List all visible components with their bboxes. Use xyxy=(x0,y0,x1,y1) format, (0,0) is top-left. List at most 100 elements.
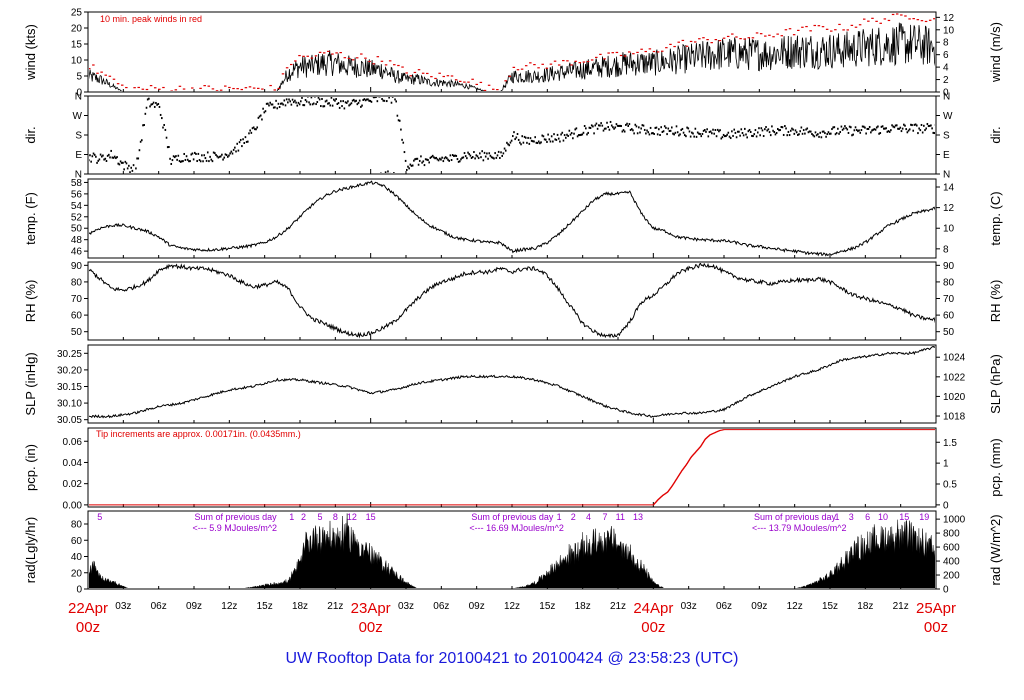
dir-point xyxy=(103,158,105,161)
dir-point xyxy=(682,131,685,134)
dir-point xyxy=(630,128,633,131)
dir-point xyxy=(259,114,262,117)
dir-point xyxy=(162,126,164,129)
dir-point xyxy=(314,97,316,98)
dir-point xyxy=(263,111,266,114)
dir-point xyxy=(804,132,806,135)
right-tick-label: 10 xyxy=(943,25,955,36)
dir-point xyxy=(176,158,178,161)
x-tick-label: 15z xyxy=(257,601,273,612)
dir-point xyxy=(353,98,355,101)
dir-point xyxy=(397,119,400,122)
dir-point xyxy=(521,135,524,138)
dir-point xyxy=(104,157,107,160)
dir-point xyxy=(834,133,837,136)
left-tick-label: 60 xyxy=(71,311,83,322)
left-tick-label: 70 xyxy=(71,294,83,305)
left-tick-label: 56 xyxy=(71,189,83,200)
dir-point xyxy=(289,100,291,103)
dir-point xyxy=(216,155,218,158)
dir-point xyxy=(636,132,639,135)
daily-sum-value: <--- 13.79 MJoules/m^2 xyxy=(752,523,847,533)
dir-point xyxy=(342,100,344,103)
dir-point xyxy=(693,135,695,138)
dir-point xyxy=(921,131,924,134)
x-tick-label: 21z xyxy=(327,601,343,612)
dir-point xyxy=(309,103,312,106)
dir-point xyxy=(486,152,488,155)
ylabel-left: wind (kts) xyxy=(23,24,38,81)
dir-point xyxy=(838,132,840,135)
dir-point xyxy=(125,162,128,165)
dir-point xyxy=(726,133,728,136)
x-tick-label: 21z xyxy=(610,601,626,612)
dir-point xyxy=(634,123,637,126)
dir-point xyxy=(706,128,708,131)
right-tick-label: N xyxy=(943,92,950,103)
dir-point xyxy=(408,167,410,170)
x-tick-label: 06z xyxy=(716,601,732,612)
dir-point xyxy=(875,126,878,129)
dir-point xyxy=(548,138,551,141)
dir-point xyxy=(728,135,731,138)
dir-point xyxy=(773,131,776,134)
dir-point xyxy=(305,100,308,103)
dir-point xyxy=(618,124,620,127)
dir-point xyxy=(837,127,839,130)
dir-point xyxy=(302,104,304,107)
dir-point xyxy=(626,122,628,125)
dir-point xyxy=(350,102,353,105)
dir-point xyxy=(853,129,856,132)
dir-point xyxy=(791,127,793,130)
right-tick-label: 1.5 xyxy=(943,438,957,449)
dir-point xyxy=(905,128,907,131)
dir-point xyxy=(499,156,501,159)
dir-point xyxy=(146,98,149,101)
dir-point xyxy=(906,131,909,134)
dir-point xyxy=(759,134,761,137)
dir-point xyxy=(729,137,732,140)
left-tick-label: 90 xyxy=(71,261,83,272)
dir-point xyxy=(217,156,220,159)
rad-hour-label: 1 xyxy=(289,512,294,522)
left-tick-label: N xyxy=(75,170,82,181)
panel-data xyxy=(89,180,935,257)
dir-point xyxy=(566,133,568,136)
dir-point xyxy=(900,130,903,133)
rad-hour-label: 19 xyxy=(919,512,929,522)
dir-point xyxy=(692,132,694,135)
right-tick-label: 60 xyxy=(943,311,955,322)
dir-point xyxy=(229,152,231,155)
dir-point xyxy=(467,151,469,154)
dir-point xyxy=(340,100,342,103)
dir-point xyxy=(261,118,263,121)
dir-point xyxy=(851,134,853,137)
dir-point xyxy=(681,127,684,130)
dir-point xyxy=(731,130,733,133)
dir-point xyxy=(142,124,144,127)
dir-point xyxy=(620,125,622,128)
x-tick-label: 12z xyxy=(787,601,803,612)
dir-point xyxy=(738,130,740,133)
dir-point xyxy=(747,130,750,133)
dir-point xyxy=(385,100,388,103)
right-tick-label: 14 xyxy=(943,183,955,194)
dir-point xyxy=(619,124,621,127)
dir-point xyxy=(733,128,736,131)
right-tick-label: 80 xyxy=(943,277,955,288)
left-tick-label: 10 xyxy=(71,56,83,67)
dir-point xyxy=(411,164,414,167)
dir-point xyxy=(574,128,577,131)
dir-point xyxy=(914,123,917,126)
dir-point xyxy=(724,135,726,138)
dir-point xyxy=(284,104,287,107)
dir-point xyxy=(926,122,929,125)
dir-point xyxy=(594,124,597,127)
right-tick-label: 600 xyxy=(943,543,960,554)
dir-point xyxy=(920,123,923,126)
right-tick-label: 1022 xyxy=(943,372,966,383)
dir-point xyxy=(760,127,763,130)
dir-point xyxy=(709,130,712,133)
dir-point xyxy=(544,138,547,141)
dir-point xyxy=(243,141,246,144)
